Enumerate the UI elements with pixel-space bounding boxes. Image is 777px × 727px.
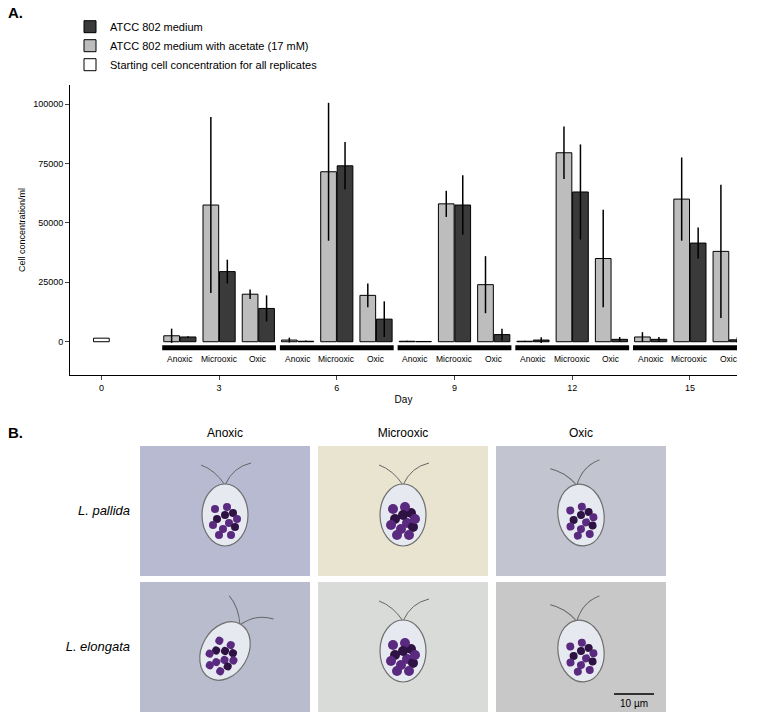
svg-text:9: 9 <box>452 383 457 393</box>
svg-text:Starting cell concentration fo: Starting cell concentration for all repl… <box>110 59 317 71</box>
svg-text:Microoxic: Microoxic <box>201 354 238 364</box>
svg-text:Anoxic: Anoxic <box>167 354 193 364</box>
svg-text:Oxic: Oxic <box>367 354 385 364</box>
html-text:L. pallida: L. pallida <box>78 503 130 518</box>
svg-text:75000: 75000 <box>38 159 63 169</box>
svg-text:Oxic: Oxic <box>602 354 620 364</box>
svg-text:Anoxic: Anoxic <box>402 354 428 364</box>
svg-text:Cell concentration/ml: Cell concentration/ml <box>17 188 27 272</box>
svg-text:3: 3 <box>217 383 222 393</box>
svg-text:Oxic: Oxic <box>249 354 267 364</box>
svg-text:Microoxic: Microoxic <box>671 354 708 364</box>
svg-text:ATCC 802 medium with acetate (: ATCC 802 medium with acetate (17 mM) <box>110 40 308 52</box>
svg-text:Microoxic: Microoxic <box>318 354 355 364</box>
svg-text:50000: 50000 <box>38 218 63 228</box>
svg-text:Oxic: Oxic <box>720 354 738 364</box>
html-text:Oxic: Oxic <box>569 426 593 440</box>
svg-text:0: 0 <box>99 383 104 393</box>
svg-text:12: 12 <box>567 383 577 393</box>
svg-text:0: 0 <box>58 337 63 347</box>
html-text:Microoxic: Microoxic <box>377 426 429 440</box>
html-text:A.: A. <box>8 4 23 21</box>
svg-text:Oxic: Oxic <box>485 354 503 364</box>
html-text:L. elongata: L. elongata <box>65 639 130 654</box>
svg-text:ATCC 802 medium: ATCC 802 medium <box>110 21 203 33</box>
svg-text:15: 15 <box>685 383 695 393</box>
svg-text:10 µm: 10 µm <box>620 698 648 709</box>
svg-text:Microoxic: Microoxic <box>554 354 591 364</box>
html-text:Anoxic: Anoxic <box>207 426 243 440</box>
svg-text:25000: 25000 <box>38 277 63 287</box>
svg-text:Anoxic: Anoxic <box>638 354 664 364</box>
svg-text:Day: Day <box>395 394 413 405</box>
html-text:B.: B. <box>8 424 23 441</box>
svg-text:6: 6 <box>334 383 339 393</box>
svg-text:Anoxic: Anoxic <box>520 354 546 364</box>
svg-text:Microoxic: Microoxic <box>436 354 473 364</box>
svg-text:100000: 100000 <box>33 99 63 109</box>
svg-text:Anoxic: Anoxic <box>285 354 311 364</box>
